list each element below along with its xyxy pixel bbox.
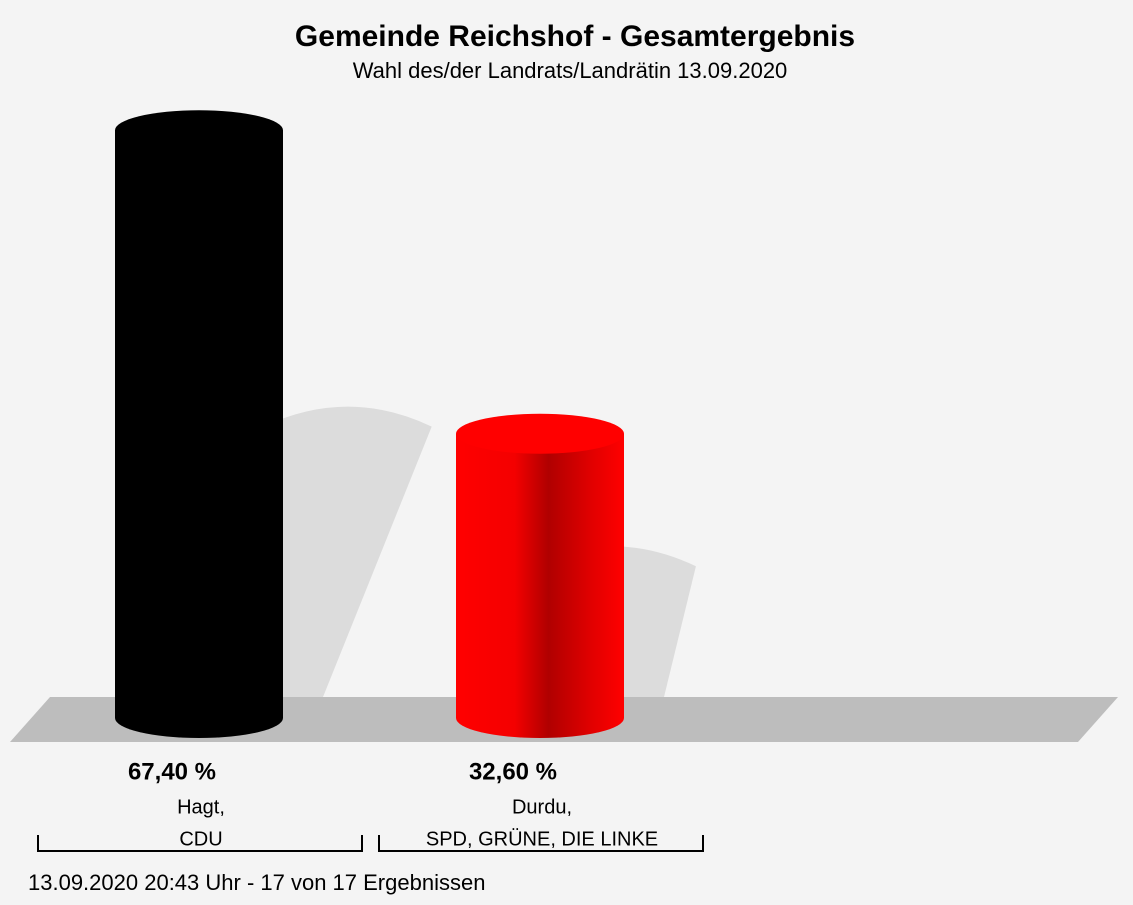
category-label: SPD, GRÜNE, DIE LINKE [426, 828, 658, 850]
category-bracket [378, 835, 704, 852]
category-bracket [37, 835, 363, 852]
category-label: CDU [179, 828, 222, 850]
bar-cap [115, 110, 283, 151]
value-label: 32,60 % [469, 758, 557, 785]
bar-body [115, 130, 283, 739]
bar [456, 413, 624, 738]
footer: 13.09.2020 20:43 Uhr - 17 von 17 Ergebni… [28, 870, 485, 895]
chart-subtitle: Wahl des/der Landrats/Landrätin 13.09.20… [353, 58, 788, 83]
bar-cap [456, 413, 624, 454]
category-label: Hagt, [177, 796, 225, 818]
bar [115, 110, 283, 739]
bar-body [456, 433, 624, 738]
chart-title: Gemeinde Reichshof - Gesamtergebnis [295, 20, 855, 53]
category-label: Durdu, [512, 796, 572, 818]
value-label: 67,40 % [128, 758, 216, 785]
